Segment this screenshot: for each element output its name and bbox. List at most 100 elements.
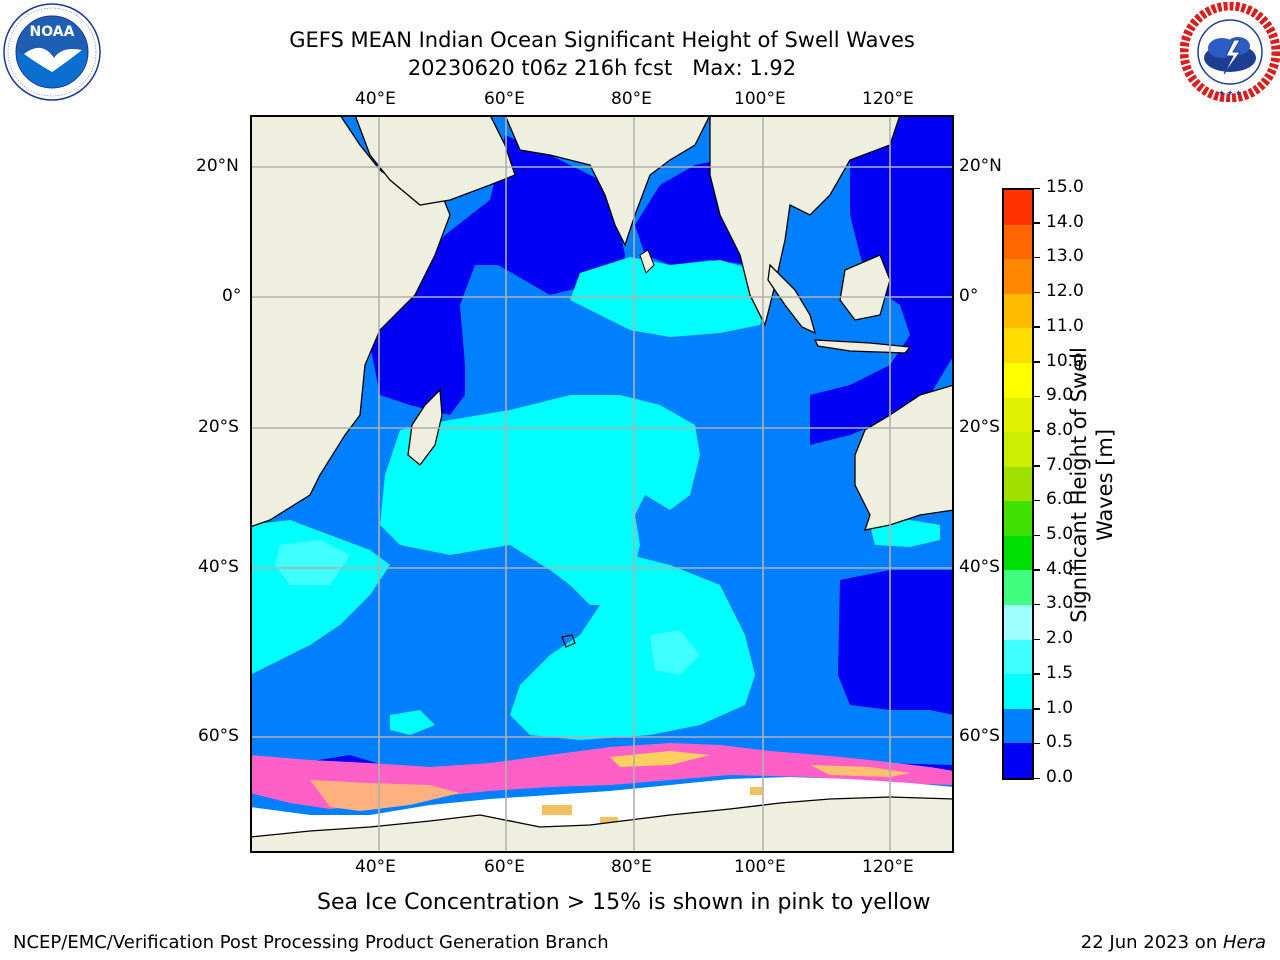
colorbar-label-line1: Significant Height of Swell (1067, 347, 1091, 623)
sea-ice-band (250, 743, 954, 811)
swell-height-map (250, 115, 954, 853)
colorbar-tick-label: 14.0 (1046, 211, 1084, 232)
lon-tick-bottom-60e: 60°E (484, 857, 525, 877)
colorbar-tick-label: 4.0 (1046, 558, 1074, 579)
colorbar-segment (1004, 293, 1032, 329)
colorbar-tick-label: 8.0 (1046, 419, 1074, 440)
colorbar-segment (1004, 327, 1032, 363)
colorbar-tick-mark (1034, 256, 1040, 259)
lon-tick-top-60e: 60°E (484, 89, 525, 109)
lat-tick-right-0: 0° (959, 286, 979, 306)
colorbar-tick-label: 5.0 (1046, 524, 1074, 545)
lon-tick-bottom-40e: 40°E (355, 857, 396, 877)
lon-tick-top-100e: 100°E (734, 89, 786, 109)
map-gridlines (250, 115, 954, 853)
svg-text:★ ★ ★: ★ ★ ★ (1218, 89, 1241, 97)
india-land (504, 115, 711, 247)
colorbar-tick-label: 9.0 (1046, 385, 1074, 406)
lon-tick-top-120e: 120°E (862, 89, 914, 109)
lon-tick-bottom-120e: 120°E (862, 857, 914, 877)
colorbar (1002, 188, 1034, 780)
colorbar-segment (1004, 639, 1032, 675)
swell-band-1.0-1.5 (250, 257, 940, 740)
colorbar-segment (1004, 535, 1032, 571)
colorbar-tick-mark (1034, 395, 1040, 398)
colorbar-tick-label: 15.0 (1046, 177, 1084, 197)
australia-land (854, 384, 954, 531)
colorbar-tick-mark (1034, 291, 1040, 294)
colorbar-tick-label: 0.0 (1046, 767, 1074, 787)
colorbar-tick-mark (1034, 187, 1040, 189)
colorbar-segment (1004, 466, 1032, 502)
lat-tick-left-60s: 60°S (198, 726, 239, 746)
colorbar-tick-mark (1034, 742, 1040, 745)
footer-host: Hera (1222, 932, 1266, 953)
colorbar-tick-label: 7.0 (1046, 454, 1074, 475)
lat-tick-left-20s: 20°S (198, 417, 239, 437)
colorbar-segment (1004, 742, 1032, 778)
lat-tick-right-60s: 60°S (959, 726, 1000, 746)
kerguelen-island (561, 634, 576, 648)
colorbar-tick-label: 3.0 (1046, 593, 1074, 614)
lat-tick-left-40s: 40°S (198, 557, 239, 577)
lat-tick-left-0: 0° (222, 286, 242, 306)
colorbar-segment (1004, 224, 1032, 260)
sri-lanka-land (639, 249, 655, 274)
lon-tick-bottom-80e: 80°E (611, 857, 652, 877)
lon-tick-bottom-100e: 100°E (734, 857, 786, 877)
lat-tick-right-20n: 20°N (959, 156, 1002, 176)
colorbar-tick-mark (1034, 430, 1040, 432)
colorbar-segment (1004, 189, 1032, 225)
colorbar-segment (1004, 500, 1032, 536)
map-frame (250, 115, 954, 853)
swell-band-1.5-2.0 (275, 540, 700, 675)
colorbar-segment (1004, 431, 1032, 467)
colorbar-segment (1004, 258, 1032, 294)
colorbar-tick-label: 1.5 (1046, 662, 1074, 683)
colorbar-tick-mark (1034, 673, 1040, 675)
svg-text:NOAA: NOAA (30, 24, 75, 40)
colorbar-tick-label: 2.0 (1046, 628, 1074, 649)
colorbar-segment (1004, 604, 1032, 640)
colorbar-tick-mark (1034, 534, 1040, 537)
colorbar-tick-label: 1.0 (1046, 697, 1074, 718)
lat-tick-left-20n: 20°N (196, 156, 239, 176)
footer-date-text: 22 Jun 2023 on (1080, 932, 1223, 953)
colorbar-segment (1004, 362, 1032, 398)
colorbar-tick-mark (1034, 569, 1040, 571)
colorbar-tick-mark (1034, 326, 1040, 328)
colorbar-segment (1004, 397, 1032, 433)
antarctica-land (250, 796, 954, 853)
colorbar-tick-label: 12.0 (1046, 281, 1084, 302)
colorbar-segment (1004, 569, 1032, 606)
africa-land (250, 115, 451, 528)
lon-tick-top-80e: 80°E (611, 89, 652, 109)
colorbar-tick-label: 0.5 (1046, 732, 1074, 753)
footer-credit: NCEP/EMC/Verification Post Processing Pr… (13, 932, 609, 953)
colorbar-segment (1004, 673, 1032, 709)
colorbar-tick-label: 6.0 (1046, 489, 1074, 510)
noaa-logo: NOAA (3, 3, 101, 101)
colorbar-tick-mark (1034, 222, 1040, 224)
borneo-land (839, 254, 891, 321)
colorbar-segment (1004, 708, 1032, 744)
colorbar-ticks: 0.0 0.5 1.0 1.5 2.0 3.0 4.0 5.0 6.0 7.0 8.0 9.0 10.0… (1034, 177, 1094, 787)
java-land (813, 339, 912, 354)
colorbar-tick-mark (1034, 638, 1040, 641)
colorbar-tick-label: 13.0 (1046, 246, 1084, 267)
colorbar-tick-mark (1034, 361, 1040, 363)
nws-logo: ★ ★ ★ (1180, 2, 1280, 102)
colorbar-tick-mark (1034, 777, 1040, 779)
sea-ice-caption: Sea Ice Concentration > 15% is shown in … (317, 890, 931, 915)
colorbar-tick-mark (1034, 465, 1040, 467)
colorbar-tick-mark (1034, 708, 1040, 710)
sumatra-land (767, 263, 817, 335)
lat-tick-right-40s: 40°S (959, 557, 1000, 577)
colorbar-tick-mark (1034, 603, 1040, 606)
map-title: GEFS MEAN Indian Ocean Significant Heigh… (289, 28, 915, 52)
colorbar-tick-label: 11.0 (1046, 315, 1084, 336)
colorbar-tick-label: 10.0 (1046, 350, 1084, 371)
colorbar-tick-mark (1034, 499, 1040, 502)
map-subtitle: 20230620 t06z 216h fcst Max: 1.92 (407, 56, 797, 80)
lon-tick-top-40e: 40°E (355, 89, 396, 109)
